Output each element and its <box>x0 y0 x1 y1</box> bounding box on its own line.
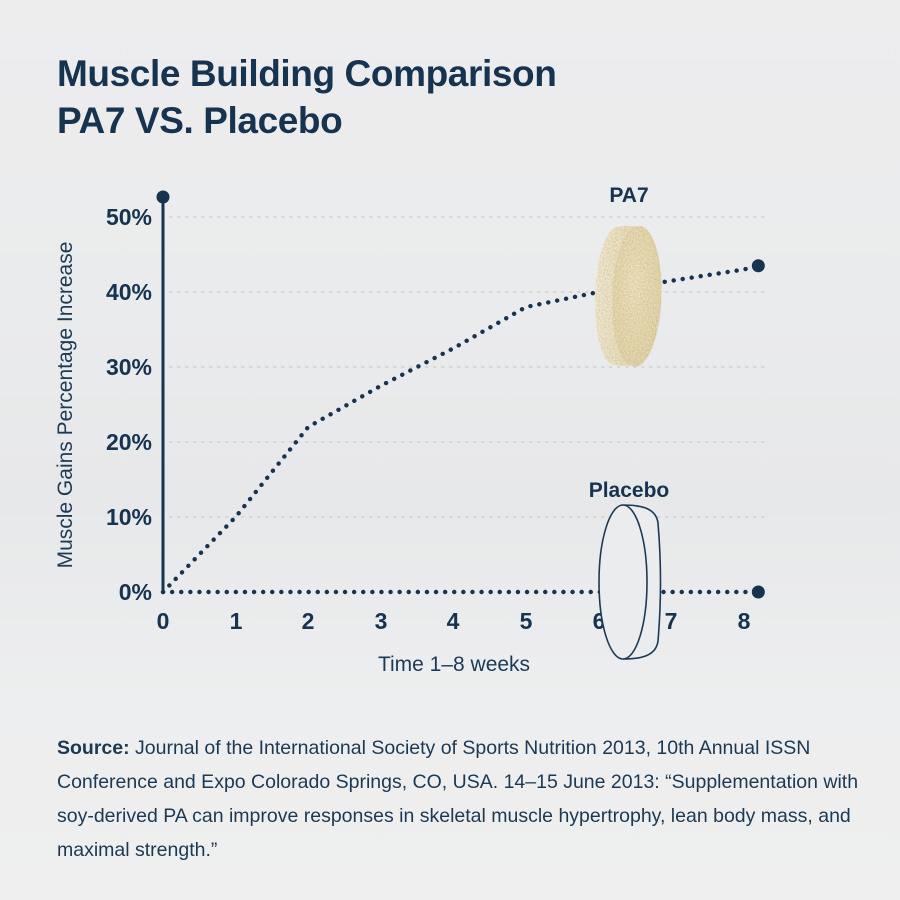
pa7-end-marker <box>751 259 765 273</box>
y-tick-30: 30% <box>106 354 152 380</box>
x-tick-4: 4 <box>447 608 460 634</box>
page-title: Muscle Building Comparison PA7 VS. Place… <box>57 50 557 144</box>
y-tick-20: 20% <box>106 429 152 455</box>
x-tick-2: 2 <box>302 608 315 634</box>
x-tick-7: 7 <box>665 608 678 634</box>
x-tick-3: 3 <box>375 608 388 634</box>
x-tick-1: 1 <box>230 608 243 634</box>
x-tick-labels: 0 1 2 3 4 5 6 7 8 <box>157 608 751 634</box>
pa7-pill-icon <box>594 225 662 367</box>
pa7-series-label: PA7 <box>609 184 648 207</box>
y-tick-10: 10% <box>106 504 152 530</box>
placebo-pill-icon <box>598 504 662 660</box>
muscle-gains-chart: 50% 40% 30% 20% 10% 0% 0 1 2 3 4 5 6 7 8… <box>54 184 769 676</box>
placebo-pill-face-outline <box>598 504 648 660</box>
placebo-series-label: Placebo <box>589 479 670 502</box>
source-label: Source: <box>57 736 130 759</box>
gridlines <box>169 216 769 518</box>
source-citation: Source: Journal of the International Soc… <box>57 731 863 867</box>
page-title-line1: Muscle Building Comparison <box>57 53 557 94</box>
y-tick-labels: 50% 40% 30% 20% 10% 0% <box>106 204 152 605</box>
x-tick-8: 8 <box>738 608 751 634</box>
x-tick-5: 5 <box>520 608 533 634</box>
placebo-end-marker <box>751 585 765 599</box>
x-tick-0: 0 <box>157 608 170 634</box>
source-text: Journal of the International Society of … <box>57 736 859 861</box>
y-axis-title: Muscle Gains Percentage Increase <box>54 242 77 569</box>
y-axis-top-marker <box>156 190 170 204</box>
page-title-line2: PA7 VS. Placebo <box>57 100 343 141</box>
y-tick-50: 50% <box>106 204 152 230</box>
pa7-line <box>160 263 761 595</box>
pa7-pill-face <box>612 225 662 367</box>
y-tick-40: 40% <box>106 279 152 305</box>
x-axis-title: Time 1–8 weeks <box>378 653 530 676</box>
y-tick-0: 0% <box>119 579 152 605</box>
placebo-pill-side-outline <box>622 504 662 660</box>
